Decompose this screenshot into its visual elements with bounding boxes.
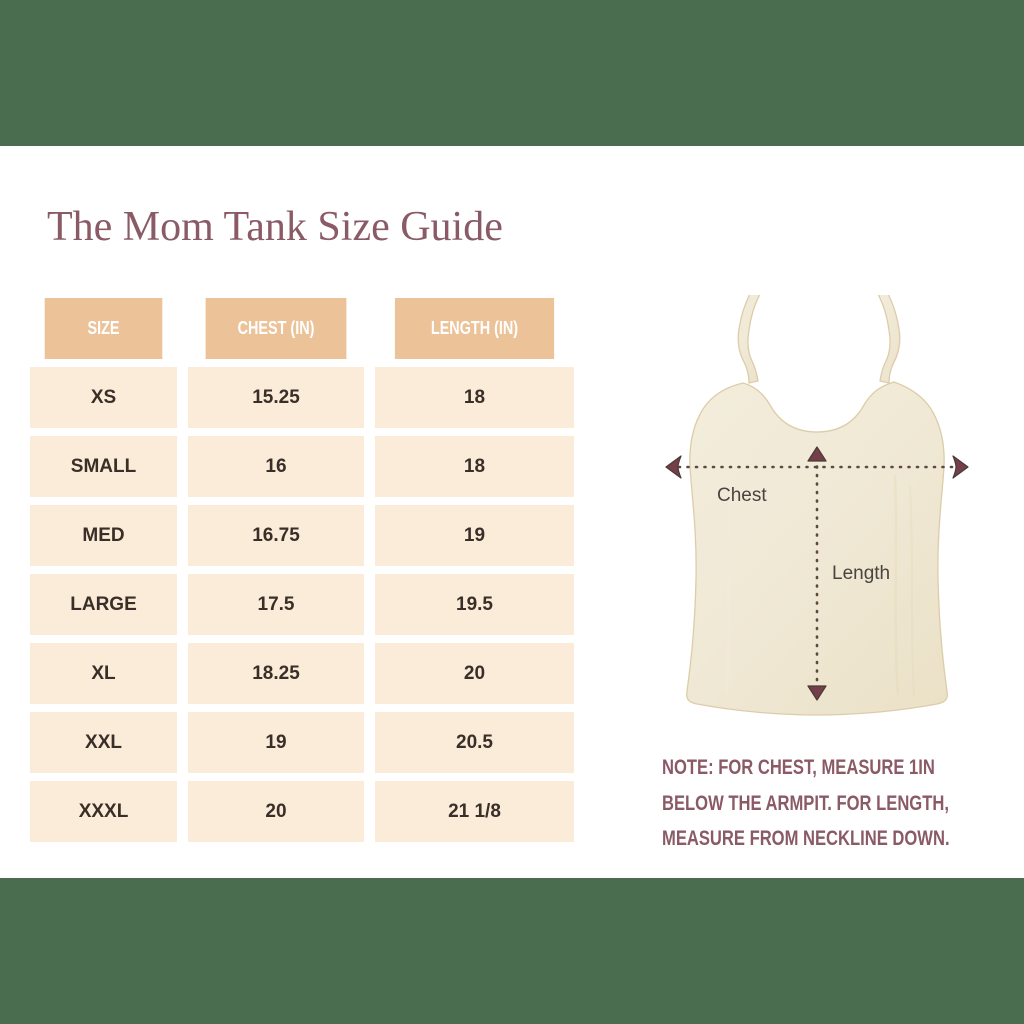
svg-text:Chest: Chest [717, 485, 767, 506]
svg-text:Length: Length [832, 563, 890, 584]
